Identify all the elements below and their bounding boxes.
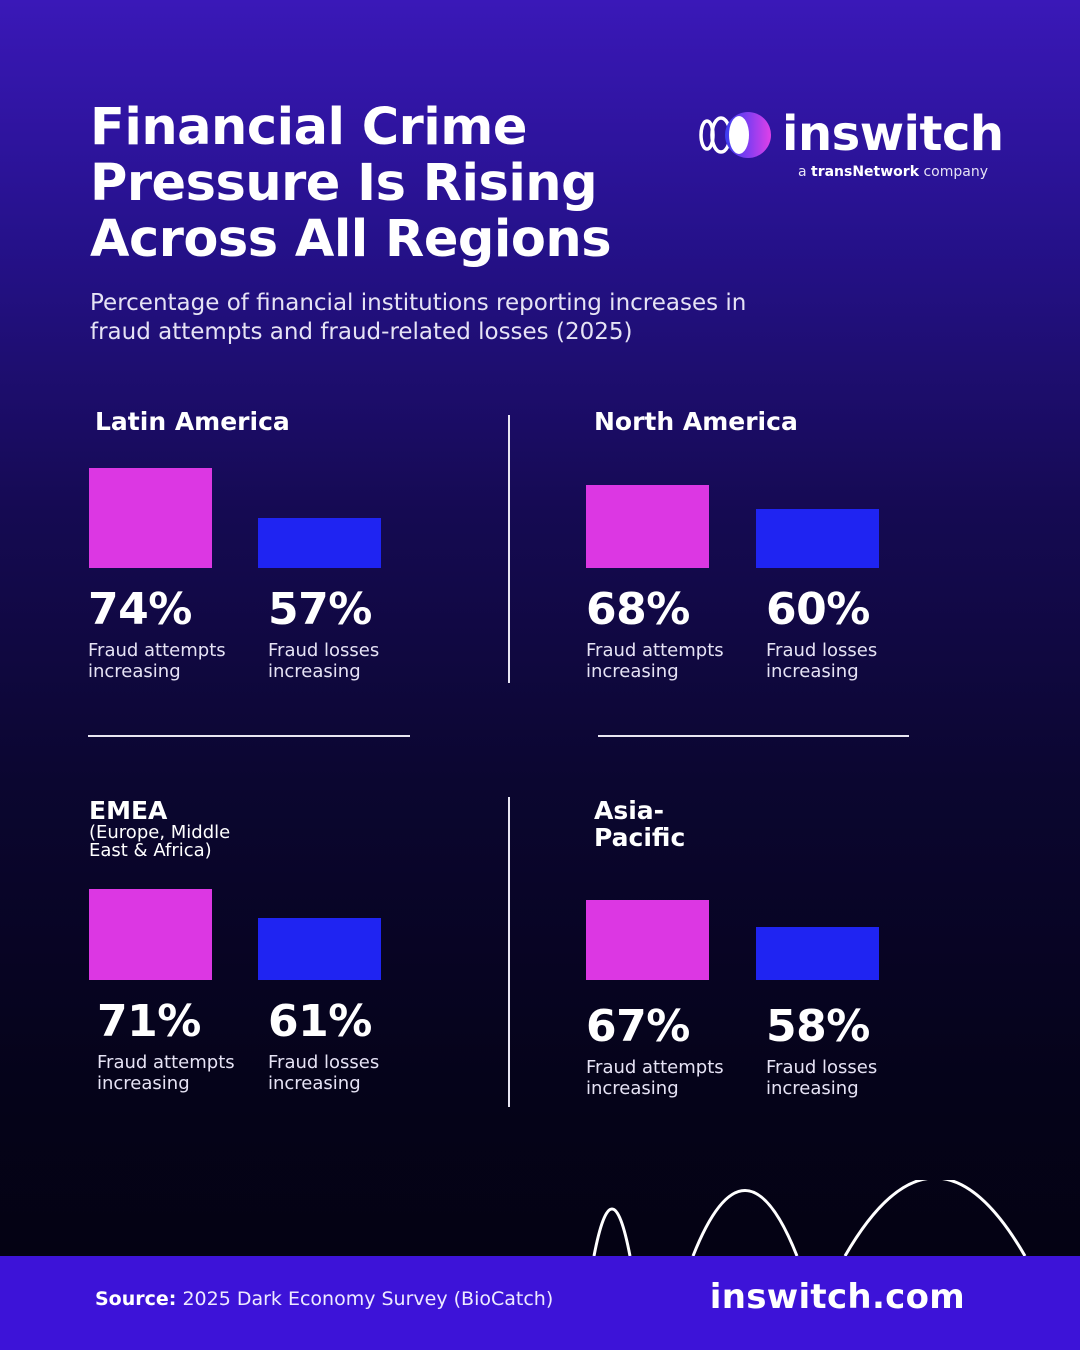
inswitch-logo: inswitch a transNetwork company bbox=[698, 106, 1004, 186]
region-name: Latin America bbox=[95, 407, 290, 436]
inswitch-logo-icon bbox=[699, 112, 771, 158]
value-losses-latin-america: 57% bbox=[268, 584, 372, 635]
logo-tagline-suffix: company bbox=[923, 164, 988, 180]
label-attempts-emea: Fraud attempts increasing bbox=[97, 1052, 235, 1094]
source-label: Source: bbox=[95, 1288, 177, 1310]
bar-losses-asia-pacific bbox=[756, 926, 879, 980]
bar-losses-north-america bbox=[756, 509, 879, 568]
bar-losses-emea bbox=[258, 918, 381, 980]
logo-tagline-prefix: a bbox=[797, 164, 807, 180]
bar-attempts-emea bbox=[89, 888, 212, 980]
value-attempts-emea: 71% bbox=[97, 996, 201, 1047]
divider-horizontal-right bbox=[598, 735, 909, 737]
region-title-asia-pacific: Asia-Pacific bbox=[594, 797, 694, 851]
logo-tagline: a transNetwork company bbox=[798, 164, 988, 180]
label-attempts-north-america: Fraud attempts increasing bbox=[586, 640, 724, 682]
region-name: EMEA bbox=[89, 796, 168, 825]
region-title-latin-america: Latin America bbox=[95, 408, 290, 435]
source-text: 2025 Dark Economy Survey (BioCatch) bbox=[182, 1288, 554, 1310]
bar-attempts-latin-america bbox=[89, 467, 212, 568]
label-losses-north-america: Fraud losses increasing bbox=[766, 640, 878, 682]
region-subname: (Europe, Middle East & Africa) bbox=[89, 822, 231, 861]
page-title: Financial Crime Pressure Is Rising Acros… bbox=[90, 98, 612, 269]
region-title-north-america: North America bbox=[594, 408, 798, 435]
value-losses-asia-pacific: 58% bbox=[766, 1001, 870, 1052]
value-attempts-asia-pacific: 67% bbox=[586, 1001, 690, 1052]
divider-horizontal-left bbox=[88, 735, 410, 737]
value-losses-emea: 61% bbox=[268, 996, 372, 1047]
logo-tagline-brand: transNetwork bbox=[811, 164, 920, 180]
website-link[interactable]: inswitch.com bbox=[709, 1277, 965, 1317]
label-losses-emea: Fraud losses increasing bbox=[268, 1052, 380, 1094]
region-name: Asia-Pacific bbox=[594, 796, 686, 852]
page-subtitle: Percentage of financial institutions rep… bbox=[90, 290, 747, 345]
value-attempts-latin-america: 74% bbox=[88, 584, 192, 635]
label-losses-asia-pacific: Fraud losses increasing bbox=[766, 1057, 878, 1099]
bar-attempts-asia-pacific bbox=[586, 900, 709, 980]
value-losses-north-america: 60% bbox=[766, 584, 870, 635]
logo-wordmark: inswitch bbox=[782, 106, 1004, 162]
divider-vertical-top bbox=[508, 415, 510, 683]
bar-losses-latin-america bbox=[258, 517, 381, 568]
label-attempts-latin-america: Fraud attempts increasing bbox=[88, 640, 226, 682]
region-name: North America bbox=[594, 407, 798, 436]
label-losses-latin-america: Fraud losses increasing bbox=[268, 640, 380, 682]
region-title-emea: EMEA (Europe, Middle East & Africa) bbox=[89, 797, 259, 860]
divider-vertical-bottom bbox=[508, 797, 510, 1107]
value-attempts-north-america: 68% bbox=[586, 584, 690, 635]
label-attempts-asia-pacific: Fraud attempts increasing bbox=[586, 1057, 724, 1099]
footer-bar: Source: 2025 Dark Economy Survey (BioCat… bbox=[0, 1256, 1080, 1350]
source-citation: Source: 2025 Dark Economy Survey (BioCat… bbox=[95, 1287, 553, 1311]
decorative-arcs bbox=[592, 1180, 1027, 1257]
bar-attempts-north-america bbox=[586, 485, 709, 568]
